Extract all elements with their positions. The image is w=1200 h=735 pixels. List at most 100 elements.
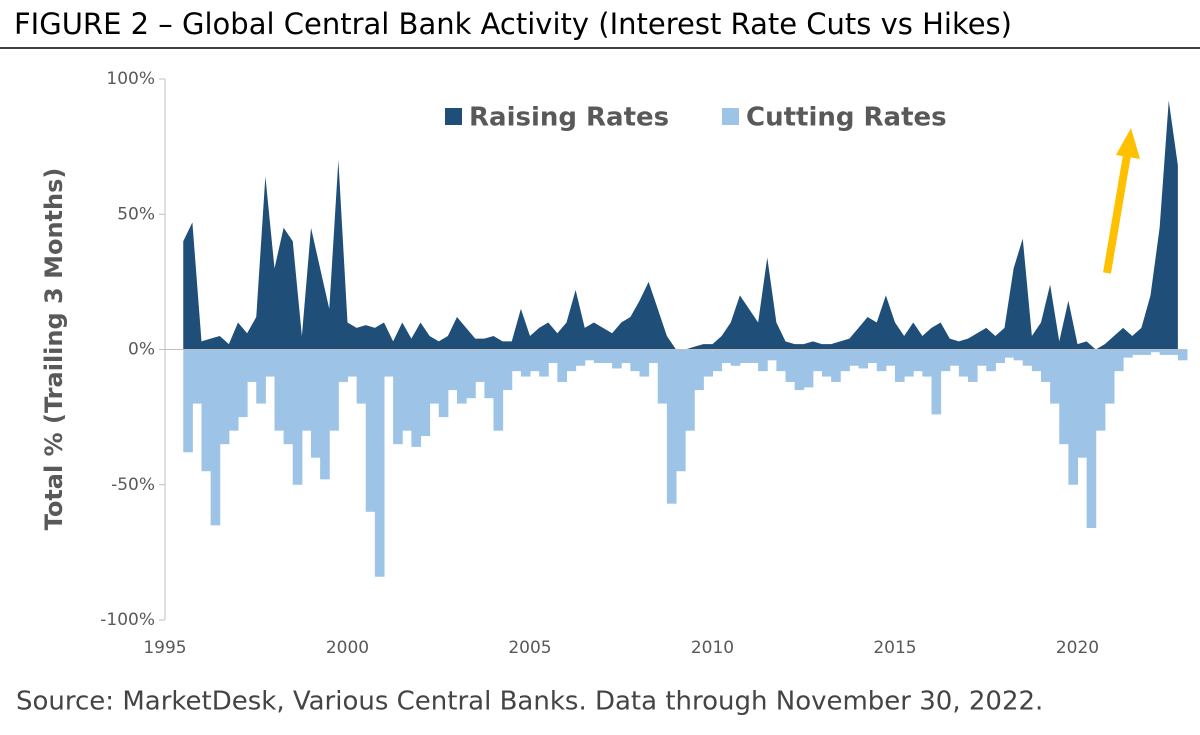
cutting-bar <box>1159 349 1170 355</box>
cutting-bar <box>1150 349 1161 353</box>
chart-title: FIGURE 2 – Global Central Bank Activity … <box>14 7 1012 41</box>
legend-swatch <box>445 108 462 125</box>
cutting-bar <box>457 349 467 404</box>
cutting-bar <box>876 349 887 372</box>
trend-arrow <box>1103 128 1140 274</box>
cutting-bar <box>968 349 978 382</box>
cutting-bar <box>1168 349 1179 355</box>
cutting-bar <box>612 349 622 369</box>
cutting-bar <box>201 349 212 472</box>
cutting-bar <box>776 349 786 372</box>
cutting-bar <box>840 349 850 372</box>
cutting-bar <box>1086 349 1097 529</box>
cutting-bar <box>1050 349 1060 404</box>
cutting-bar <box>575 349 586 366</box>
cutting-bar <box>566 349 577 372</box>
y-tick-label: -50% <box>111 475 155 495</box>
cutting-bar <box>402 349 412 431</box>
y-tick-label: 50% <box>117 204 155 224</box>
cutting-bar <box>1177 349 1188 361</box>
cutting-bar <box>995 349 1005 364</box>
cutting-bar <box>274 349 285 431</box>
cutting-bar <box>867 349 878 364</box>
cutting-bar <box>292 349 303 485</box>
cutting-bar <box>374 349 385 577</box>
cutting-bar <box>758 349 768 372</box>
cutting-bar <box>530 349 540 372</box>
cutting-bar <box>1114 349 1124 372</box>
cutting-bar <box>721 349 732 364</box>
cutting-bar <box>1123 349 1133 358</box>
cutting-bar <box>822 349 832 377</box>
cutting-bar <box>475 349 485 382</box>
cutting-bar <box>1095 349 1106 431</box>
y-tick-label: 0% <box>128 340 155 360</box>
cutting-bar <box>329 349 339 431</box>
y-axis-label: Total % (Trailing 3 Months) <box>40 168 68 531</box>
cutting-bar <box>703 349 713 377</box>
cutting-bar <box>803 349 814 388</box>
cutting-bar <box>885 349 896 366</box>
cutting-bar <box>210 349 221 526</box>
cutting-bar <box>502 349 513 391</box>
cutting-bar <box>849 349 859 366</box>
cutting-bar <box>630 349 640 372</box>
cutting-bar <box>1132 349 1142 355</box>
x-tick-label: 1995 <box>143 638 186 658</box>
legend-label: Raising Rates <box>469 103 669 133</box>
cutting-bar <box>767 349 777 361</box>
cutting-bar <box>320 349 330 480</box>
cutting-bar <box>648 349 659 364</box>
cutting-bar <box>913 349 923 372</box>
cutting-bar <box>749 349 759 364</box>
cutting-bar <box>238 349 248 418</box>
cutting-bar <box>986 349 996 372</box>
raising-area <box>183 100 1178 350</box>
cutting-bar <box>192 349 202 404</box>
cutting-bar <box>931 349 942 415</box>
y-tick-label: -100% <box>100 610 155 630</box>
x-tick-label: 2010 <box>691 638 734 658</box>
cutting-bar <box>904 349 914 377</box>
x-tick-label: 2005 <box>508 638 551 658</box>
cutting-bar <box>858 349 869 369</box>
source-note: Source: MarketDesk, Various Central Bank… <box>16 687 1043 717</box>
cutting-bar <box>520 349 531 377</box>
cutting-bar <box>1013 349 1024 361</box>
cutting-bar <box>785 349 796 382</box>
cutting-bar <box>1104 349 1115 404</box>
cutting-bar <box>666 349 677 504</box>
cutting-bar <box>247 349 257 382</box>
cutting-bar <box>1141 349 1151 355</box>
cutting-bar <box>730 349 741 366</box>
cutting-bar <box>511 349 522 372</box>
cutting-bar <box>739 349 750 364</box>
cutting-bar <box>338 349 348 382</box>
cutting-bar <box>593 349 604 364</box>
x-tick-label: 2015 <box>873 638 916 658</box>
cutting-bar <box>356 349 367 404</box>
cutting-bar <box>219 349 230 445</box>
cutting-bar <box>584 349 595 361</box>
cutting-bar <box>940 349 951 372</box>
plot-area: -100% -50% 0% 50% 100% 1995 2000 2005 2010 2015 20… <box>100 69 1188 658</box>
cutting-bar <box>557 349 567 382</box>
cutting-bar <box>438 349 449 418</box>
cutting-bar <box>895 349 905 382</box>
cutting-bar <box>694 349 704 391</box>
cutting-bar <box>958 349 969 377</box>
x-tick-label: 2020 <box>1056 638 1099 658</box>
cutting-bar <box>685 349 695 431</box>
cutting-bar <box>466 349 476 399</box>
cutting-bar <box>539 349 549 377</box>
cutting-bar <box>393 349 403 445</box>
cutting-bar <box>347 349 358 377</box>
cutting-bar <box>493 349 504 431</box>
cutting-bar <box>548 349 558 364</box>
legend-swatch <box>722 108 739 125</box>
cutting-bar <box>977 349 987 366</box>
cutting-bar <box>265 349 275 377</box>
cutting-bar <box>831 349 841 382</box>
cutting-bar <box>639 349 650 377</box>
